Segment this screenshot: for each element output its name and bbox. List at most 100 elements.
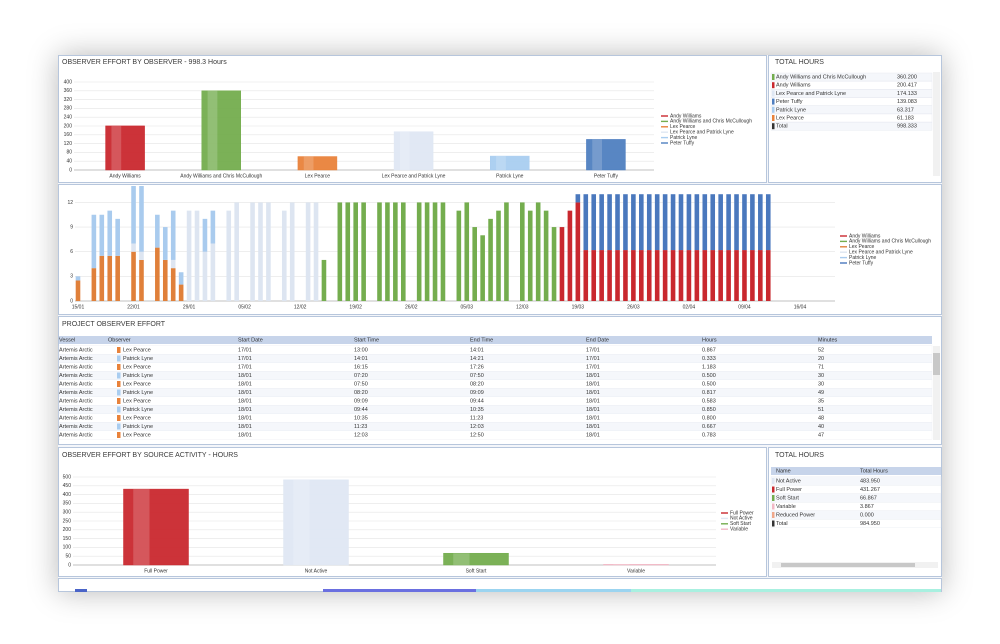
bar-segment xyxy=(765,194,771,251)
scrollbar[interactable] xyxy=(933,346,940,440)
table-cell: 17/01 xyxy=(586,356,600,362)
bar-segment xyxy=(139,259,144,301)
table-cell: Reduced Power xyxy=(776,512,815,518)
x-tick-label: Full Power xyxy=(144,568,168,574)
bar-gloss xyxy=(293,479,310,565)
bar-gloss xyxy=(111,125,122,170)
row-swatch xyxy=(772,503,775,510)
table-cell: 07:20 xyxy=(354,373,368,379)
legend-label: Peter Tuffy xyxy=(670,140,695,146)
table-cell: Lex Pearce xyxy=(123,364,151,370)
bar-segment xyxy=(520,202,525,301)
bar-segment xyxy=(202,251,208,301)
row-swatch xyxy=(772,98,775,105)
table-row xyxy=(770,502,942,511)
bar-segment xyxy=(472,227,478,301)
x-tick-label: Lex Pearce xyxy=(305,173,331,179)
table-cell: 0.583 xyxy=(702,398,716,404)
table-cell: 52 xyxy=(818,347,824,353)
table-cell: Patrick Lyne xyxy=(123,424,153,430)
bar-gloss xyxy=(207,90,218,170)
table-cell: 18/01 xyxy=(586,398,600,404)
x-tick-label: Variable xyxy=(627,568,645,574)
y-tick-label: 9 xyxy=(70,224,73,230)
legend-label: Lex Pearce and Patrick Lyne xyxy=(670,130,734,136)
bar-segment xyxy=(115,218,120,256)
table-cell: 18/01 xyxy=(238,424,252,430)
table-cell: 17/01 xyxy=(586,347,600,353)
y-tick-label: 100 xyxy=(63,545,72,551)
table-row xyxy=(770,80,933,90)
row-swatch xyxy=(772,106,775,113)
row-swatch xyxy=(117,415,121,421)
table-cell: 0.500 xyxy=(702,381,716,387)
bar-segment xyxy=(662,194,668,251)
table-cell: 0.867 xyxy=(702,347,716,353)
bar-segment xyxy=(107,255,113,301)
bar-segment xyxy=(583,250,589,301)
bar-segment xyxy=(99,214,105,256)
y-tick-label: 80 xyxy=(66,150,72,156)
bar-segment xyxy=(361,202,366,301)
bar-segment xyxy=(678,250,684,301)
table-title: TOTAL HOURS xyxy=(775,59,824,66)
table-cell: Lex Pearce xyxy=(123,381,151,387)
column-header: Minutes xyxy=(818,337,838,343)
x-tick-label: Andy Williams and Chris McCullough xyxy=(180,173,262,179)
column-header: End Date xyxy=(586,337,609,343)
table-cell: 18/01 xyxy=(586,373,600,379)
bar-segment xyxy=(646,194,652,251)
y-tick-label: 300 xyxy=(63,510,72,516)
bar-segment xyxy=(91,214,97,269)
table-cell: Lex Pearce xyxy=(123,432,151,438)
column-header: Observer xyxy=(108,337,131,343)
bar-segment xyxy=(623,250,628,301)
scrollbar[interactable] xyxy=(933,72,940,176)
x-tick-label: 09/04 xyxy=(738,304,751,310)
bar-segment xyxy=(250,202,255,301)
strip-bar xyxy=(75,589,87,592)
bar-segment xyxy=(170,268,176,301)
table-row xyxy=(770,519,942,528)
bar-segment xyxy=(432,202,438,301)
table-cell: 17:26 xyxy=(470,364,484,370)
bar xyxy=(586,139,626,171)
column-header: Start Time xyxy=(354,337,379,343)
legend-label: Lex Pearce xyxy=(670,124,696,130)
bar-segment xyxy=(607,250,612,301)
bar-segment xyxy=(758,194,763,251)
legend-label: Lex Pearce xyxy=(849,244,875,250)
bar-segment xyxy=(178,272,184,285)
table-cell: Patrick Lyne xyxy=(123,407,153,413)
bar-gloss xyxy=(613,564,630,565)
table-row xyxy=(58,388,933,397)
bar-segment xyxy=(710,250,716,301)
bar-segment xyxy=(385,202,390,301)
chart-title: OBSERVER EFFORT BY SOURCE ACTIVITY - HOU… xyxy=(62,452,238,459)
scrollbar-thumb[interactable] xyxy=(933,353,940,375)
bar-segment xyxy=(694,194,700,251)
bar-segment xyxy=(686,250,692,301)
table-cell: Artemis Arctic xyxy=(59,432,93,438)
bar-segment xyxy=(313,202,319,301)
y-tick-label: 320 xyxy=(64,97,73,103)
table-cell: 66.867 xyxy=(860,495,877,501)
table-row xyxy=(58,396,933,406)
y-tick-label: 50 xyxy=(65,554,71,560)
row-swatch xyxy=(117,364,121,370)
legend-label: Andy Williams and Chris McCullough xyxy=(849,239,931,245)
legend-label: Full Power xyxy=(730,510,754,516)
bar-segment xyxy=(202,218,208,252)
table-cell: 09:44 xyxy=(470,398,484,404)
bar-segment xyxy=(504,202,509,301)
bar-segment xyxy=(543,210,549,301)
table-cell: 139.083 xyxy=(897,99,917,105)
row-swatch xyxy=(117,355,121,362)
row-swatch xyxy=(772,520,775,527)
scrollbar-thumb[interactable] xyxy=(781,563,915,567)
bar xyxy=(393,131,434,171)
table-row xyxy=(58,422,933,431)
table-cell: Artemis Arctic xyxy=(59,424,93,430)
table-cell: 40 xyxy=(818,424,824,430)
table-cell: 200.417 xyxy=(897,83,917,89)
